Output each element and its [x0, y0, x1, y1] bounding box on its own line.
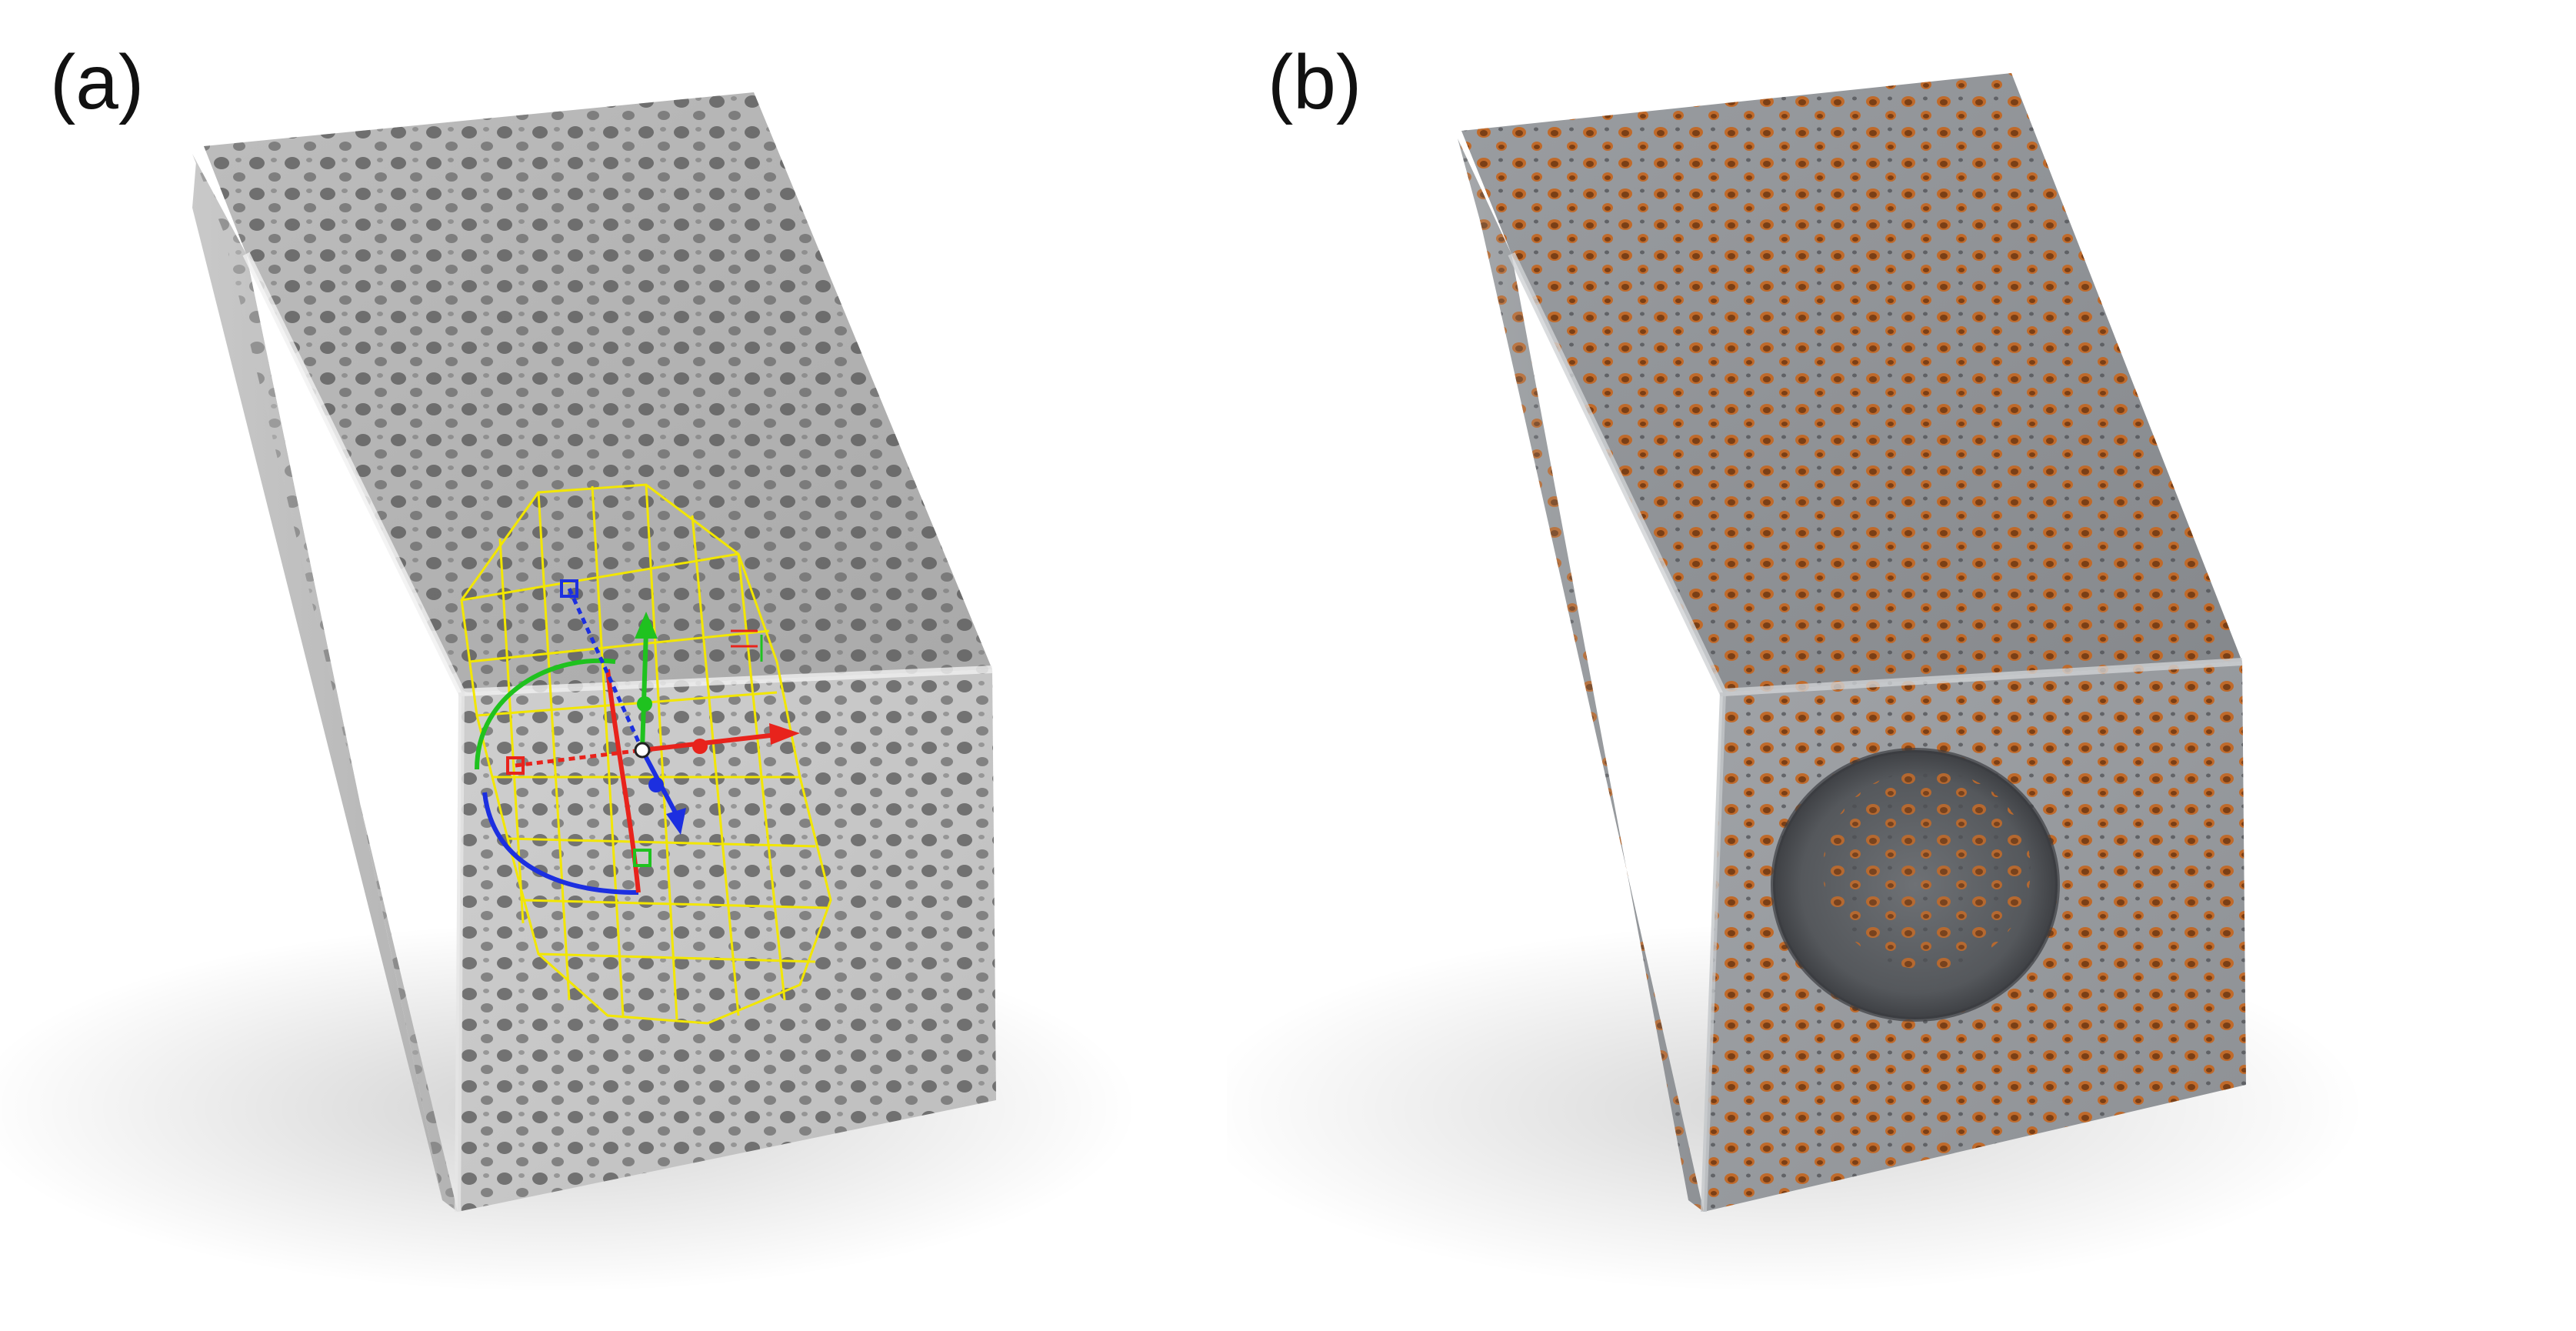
blue-rotation-arc [482, 792, 639, 895]
y-axis-arrow [640, 630, 648, 751]
panel-a-porous-block-with-gizmo [0, 0, 1177, 1331]
porous-block-b-render [1227, 73, 2365, 1293]
wireframe-ellipsoid [460, 483, 832, 1025]
panel-b-porous-block-with-cavity [1227, 0, 2576, 1331]
green-rotation-arc [475, 658, 616, 770]
panel-b-label: (b) [1268, 39, 1362, 125]
x-axis-arrow [642, 732, 778, 752]
porous-block-a-render [0, 92, 1138, 1293]
ellipsoidal-cavity [1771, 748, 2060, 1022]
panel-a-label: (a) [50, 39, 145, 125]
